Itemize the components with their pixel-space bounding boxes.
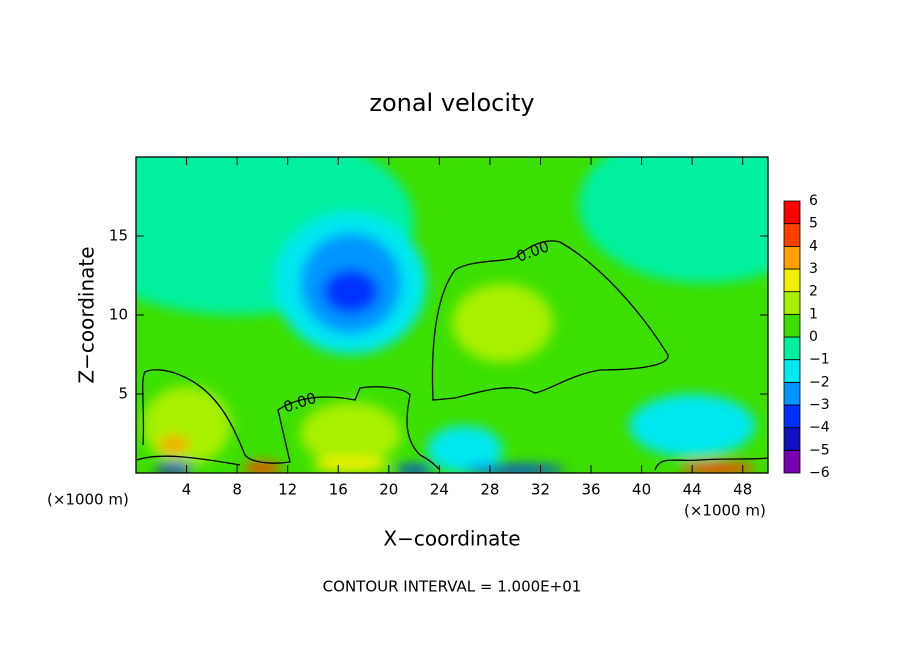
x-tick-label: 12 (278, 481, 297, 499)
x-tick-label: 8 (232, 481, 242, 499)
colorbar-band (783, 291, 801, 315)
y-tick-label: 10 (109, 306, 128, 324)
colorbar-tick-label: −5 (809, 442, 830, 458)
field-region (578, 157, 768, 284)
field-region (323, 269, 379, 314)
field-region (142, 386, 231, 466)
x-unit-label: (×1000 m) (47, 491, 129, 509)
colorbar-band (783, 268, 801, 293)
x-tick-label: 48 (733, 481, 752, 499)
colorbar-band (783, 245, 801, 270)
field-region (243, 461, 282, 473)
contours (136, 240, 768, 471)
field-region (679, 461, 756, 473)
contour-line (142, 369, 441, 471)
field-regions (136, 157, 768, 473)
y-tick-label: 5 (118, 385, 128, 403)
field-region (158, 436, 190, 453)
colorbar-tick-label: 4 (809, 238, 818, 254)
colorbar-tick-label: 6 (809, 193, 818, 209)
field-region (395, 465, 434, 473)
colorbar-tick-label: 3 (809, 261, 818, 277)
colorbar-tick-label: −6 (809, 465, 830, 481)
colorbar-band (783, 359, 801, 383)
colorbar-tick-label: 2 (809, 284, 818, 300)
colorbar-band (783, 336, 801, 361)
x-unit-label: (×1000 m) (684, 502, 766, 520)
colorbar-tick-label: −4 (809, 420, 830, 436)
x-axis-label: X−coordinate (383, 527, 520, 551)
footnote: CONTOUR INTERVAL = 1.000E+01 (323, 578, 582, 596)
field-region (154, 461, 193, 473)
field-region (452, 283, 554, 363)
field-region (312, 457, 389, 473)
colorbar-band (783, 381, 801, 406)
y-axis-label: Z−coordinate (75, 246, 99, 383)
x-tick-label: 36 (581, 481, 600, 499)
colorbar-tick-label: −3 (809, 397, 830, 413)
colorbar-band (783, 449, 801, 474)
x-tick-label: 20 (379, 481, 398, 499)
colorbar-tick-label: −1 (809, 352, 830, 368)
field-region (426, 425, 503, 473)
colorbar-tick-label: −2 (809, 374, 830, 390)
x-tick-label: 4 (182, 481, 192, 499)
field-region (300, 401, 402, 466)
y-tick-label: 15 (109, 227, 128, 245)
colorbar-tick-label: 5 (809, 216, 818, 232)
colorbar-band (783, 313, 801, 338)
x-tick-label: 40 (632, 481, 651, 499)
chart-title: zonal velocity (369, 89, 534, 117)
colorbar-tick-label: 1 (809, 306, 818, 322)
contour-line (431, 240, 669, 401)
colorbar-band (783, 200, 801, 225)
x-tick-label: 32 (531, 481, 550, 499)
colorbar-band (783, 427, 801, 451)
colorbar-band (783, 223, 801, 247)
field-region (628, 394, 756, 458)
x-tick-label: 28 (480, 481, 499, 499)
field (136, 157, 768, 473)
colorbar-band (783, 404, 801, 429)
x-tick-label: 16 (329, 481, 348, 499)
x-tick-label: 44 (683, 481, 702, 499)
colorbar-tick-label: 0 (809, 329, 818, 345)
contour-line (136, 455, 768, 471)
x-tick-label: 24 (430, 481, 449, 499)
